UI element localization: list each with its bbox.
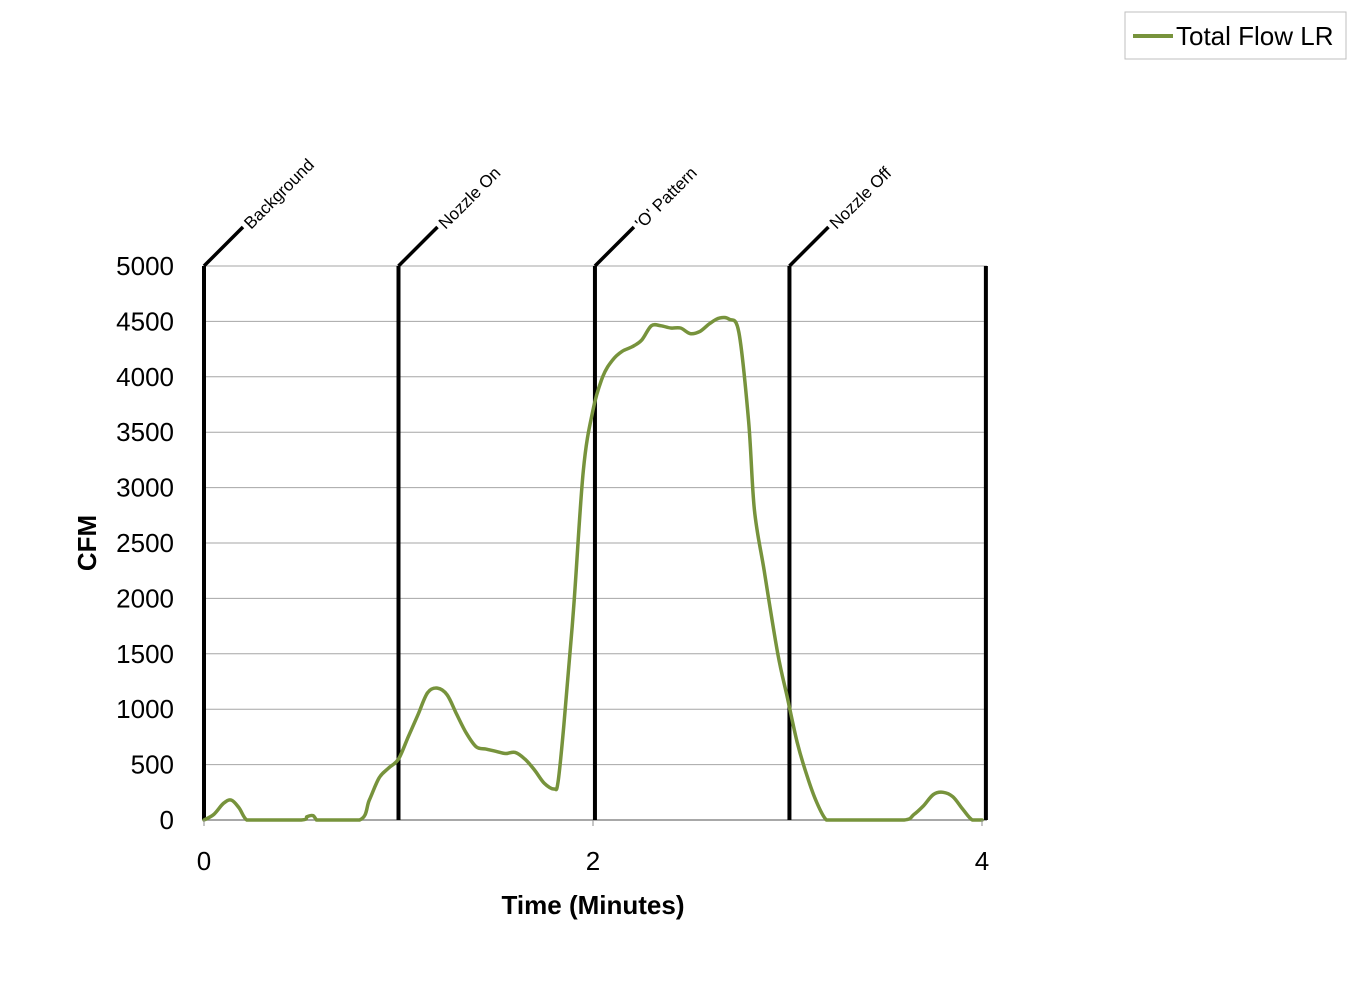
y-tick-label-3: 1500 bbox=[116, 639, 174, 669]
event-label-2: 'O' Pattern bbox=[631, 163, 700, 232]
legend-label: Total Flow LR bbox=[1176, 21, 1334, 51]
event-label-0: Background bbox=[240, 155, 318, 233]
y-tick-label-8: 4000 bbox=[116, 362, 174, 392]
series-line-0 bbox=[202, 315, 984, 822]
x-axis-ticks: 0 2 4 bbox=[197, 820, 989, 876]
y-tick-label-10: 5000 bbox=[116, 251, 174, 281]
y-tick-label-0: 0 bbox=[160, 805, 174, 835]
y-axis-title: CFM bbox=[72, 515, 102, 571]
y-tick-label-2: 1000 bbox=[116, 694, 174, 724]
event-leader-2 bbox=[593, 225, 636, 268]
x-tick-label-2: 4 bbox=[975, 846, 989, 876]
x-axis-title: Time (Minutes) bbox=[502, 890, 685, 920]
y-axis-ticks: 0 500 1000 1500 2000 2500 3000 3500 4000 4500 5000 bbox=[116, 251, 174, 835]
y-tick-label-7: 3500 bbox=[116, 417, 174, 447]
x-tick-label-0: 0 bbox=[197, 846, 211, 876]
y-tick-label-9: 4500 bbox=[116, 306, 174, 336]
y-tick-label-6: 3000 bbox=[116, 473, 174, 503]
x-tick-label-1: 2 bbox=[586, 846, 600, 876]
event-leader-0 bbox=[202, 225, 245, 268]
event-label-3: Nozzle Off bbox=[826, 163, 896, 233]
event-label-1: Nozzle On bbox=[435, 163, 505, 233]
y-tick-label-4: 2000 bbox=[116, 583, 174, 613]
legend: Total Flow LR bbox=[1124, 11, 1347, 60]
y-tick-label-1: 500 bbox=[131, 750, 174, 780]
event-leader-1 bbox=[397, 225, 439, 268]
y-tick-label-5: 2500 bbox=[116, 528, 174, 558]
event-leader-3 bbox=[788, 225, 830, 268]
series-lines bbox=[202, 315, 984, 822]
